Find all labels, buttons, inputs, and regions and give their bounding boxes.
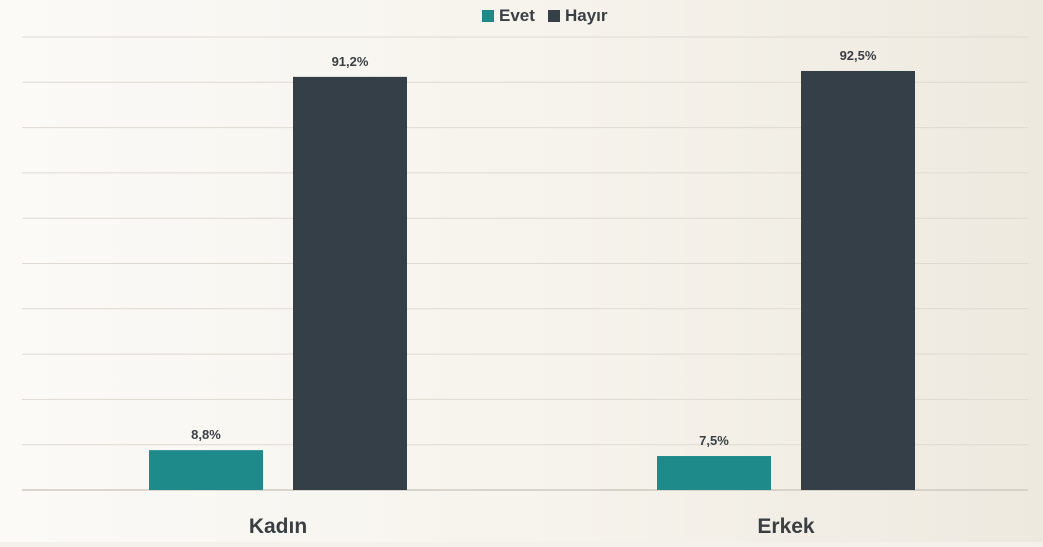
legend: Evet Hayır [482, 6, 608, 25]
x-axis: Kadın Erkek [249, 515, 815, 538]
bar-evet-0 [149, 450, 263, 490]
legend-swatch-evet [482, 10, 494, 22]
x-tick-label-kadin: Kadın [249, 515, 307, 538]
bar-evet-1 [657, 456, 771, 490]
data-label: 91,2% [332, 54, 369, 69]
legend-label-evet: Evet [499, 6, 535, 25]
bar-hayr-0 [293, 76, 407, 490]
legend-label-hayir: Hayır [565, 6, 608, 25]
legend-swatch-hayir [548, 10, 560, 22]
data-label: 7,5% [699, 433, 729, 448]
bars [149, 70, 915, 490]
data-labels: 8,8% 91,2% 7,5% 92,5% [191, 48, 877, 448]
data-label: 8,8% [191, 427, 221, 442]
x-tick-label-erkek: Erkek [757, 515, 815, 538]
data-label: 92,5% [840, 48, 877, 63]
bar-hayr-1 [801, 70, 915, 490]
